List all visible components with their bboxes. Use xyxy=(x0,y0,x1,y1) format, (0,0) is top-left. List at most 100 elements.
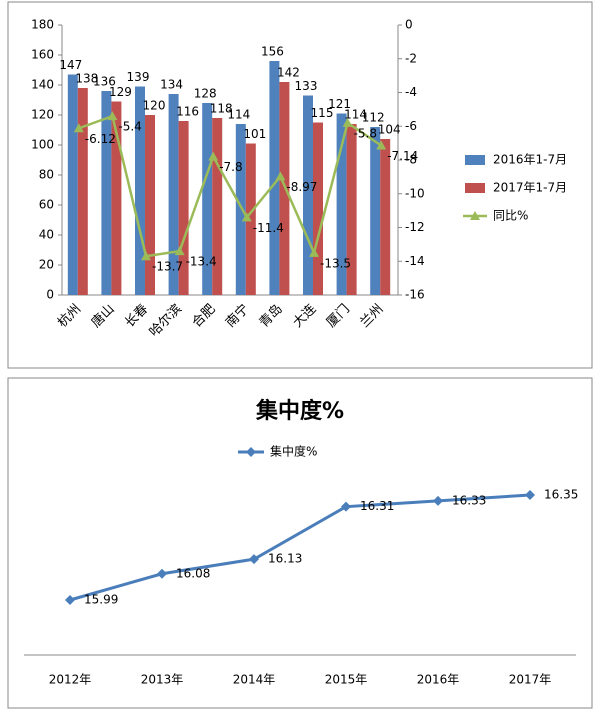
data-label: -11.4 xyxy=(253,221,284,235)
y-tick-label: 0 xyxy=(46,288,54,302)
x-tick-label: 2015年 xyxy=(325,673,368,687)
data-label: 139 xyxy=(127,70,150,84)
data-label: 134 xyxy=(160,78,183,92)
chart-title: 集中度% xyxy=(255,398,344,424)
y2-tick-label: -4 xyxy=(405,85,417,99)
marker xyxy=(309,247,319,257)
data-label: 104 xyxy=(378,123,401,137)
bar xyxy=(269,61,280,295)
x-tick-label: 2017年 xyxy=(509,673,552,687)
marker xyxy=(433,495,443,506)
y2-tick-label: -10 xyxy=(405,186,425,200)
data-label: 133 xyxy=(295,79,318,93)
legend-swatch xyxy=(470,211,480,220)
legend-label: 2017年1-7月 xyxy=(493,181,567,195)
data-label: 121 xyxy=(328,97,351,111)
data-label: -13.4 xyxy=(186,255,217,269)
legend-label: 集中度% xyxy=(270,444,317,459)
bar xyxy=(145,115,155,295)
marker xyxy=(157,568,167,579)
data-label: -13.7 xyxy=(152,260,183,274)
data-label: 118 xyxy=(210,102,233,116)
marker xyxy=(341,501,351,512)
data-label: 136 xyxy=(93,75,116,89)
data-label: 120 xyxy=(143,99,166,113)
marker xyxy=(141,251,151,261)
marker xyxy=(241,212,252,222)
bar xyxy=(202,103,213,295)
y2-tick-label: -6 xyxy=(405,119,417,133)
data-label: -13.5 xyxy=(320,256,351,270)
legend-swatch xyxy=(465,183,485,193)
marker xyxy=(525,490,535,500)
data-label: 142 xyxy=(277,66,300,80)
bar xyxy=(168,94,179,295)
y-tick-label: 40 xyxy=(39,228,54,242)
bar xyxy=(380,139,391,295)
marker xyxy=(342,117,353,127)
marker xyxy=(208,151,219,161)
data-label: -5.8 xyxy=(354,126,377,140)
data-label: 128 xyxy=(194,87,217,101)
y-tick-label: 100 xyxy=(31,138,54,152)
bar xyxy=(303,95,313,295)
bar xyxy=(346,124,357,295)
y2-tick-label: -14 xyxy=(405,254,425,268)
marker xyxy=(376,140,387,150)
data-label: -7.8 xyxy=(219,160,242,174)
data-label: 114 xyxy=(344,108,367,122)
data-label: 114 xyxy=(227,108,250,122)
legend-swatch xyxy=(465,155,485,165)
y2-tick-label: 0 xyxy=(405,18,413,32)
line xyxy=(69,493,531,602)
x-tick-label: 2013年 xyxy=(141,673,184,687)
y-tick-label: 60 xyxy=(39,198,54,212)
data-label: 15.99 xyxy=(84,593,118,607)
bar xyxy=(135,86,145,295)
x-tick-label: 2012年 xyxy=(49,673,92,687)
y-tick-label: 140 xyxy=(31,78,54,92)
bar xyxy=(67,74,78,295)
x-tick-label: 2016年 xyxy=(417,673,460,687)
bar xyxy=(336,113,347,295)
x-tick-label: 2014年 xyxy=(233,673,276,687)
data-label: 16.08 xyxy=(176,566,210,580)
marker xyxy=(174,246,185,256)
y-tick-label: 180 xyxy=(31,18,54,32)
data-label: 156 xyxy=(261,45,284,59)
y2-tick-label: -8 xyxy=(405,153,417,167)
bar xyxy=(313,122,323,295)
legend-label: 同比% xyxy=(493,209,528,223)
marker xyxy=(275,171,286,181)
bar xyxy=(77,88,88,295)
y-tick-label: 120 xyxy=(31,108,54,122)
marker xyxy=(73,123,84,133)
marker xyxy=(249,554,259,565)
data-label: -8.97 xyxy=(286,180,317,194)
data-label: 16.35 xyxy=(544,488,578,502)
marker xyxy=(107,111,118,121)
data-label: 101 xyxy=(243,127,266,141)
data-label: 16.31 xyxy=(360,499,394,513)
y2-tick-label: -2 xyxy=(405,51,417,65)
bar xyxy=(178,121,189,295)
bar xyxy=(101,91,112,295)
y-tick-label: 160 xyxy=(31,48,54,62)
bar xyxy=(370,127,381,295)
bar xyxy=(212,118,223,295)
data-label: 129 xyxy=(109,85,132,99)
data-label: 16.33 xyxy=(452,493,486,507)
y2-tick-label: -12 xyxy=(405,220,425,234)
data-label: 112 xyxy=(362,111,385,125)
marker xyxy=(65,595,75,605)
legend-label: 2016年1-7月 xyxy=(493,153,567,167)
data-label: -5.4 xyxy=(118,120,141,134)
line xyxy=(78,114,382,258)
data-label: 138 xyxy=(75,72,98,86)
data-label: -7.14 xyxy=(387,149,418,163)
data-label: 116 xyxy=(176,105,199,119)
y-tick-label: 80 xyxy=(39,168,54,182)
data-label: 147 xyxy=(59,58,82,72)
data-label: 16.13 xyxy=(268,552,302,566)
